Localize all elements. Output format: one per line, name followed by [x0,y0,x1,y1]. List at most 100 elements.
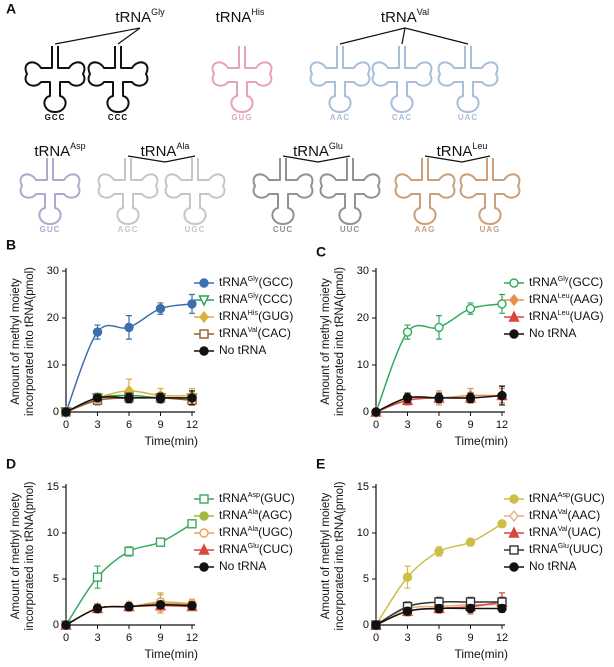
data-point [61,620,71,630]
legend-marker [199,310,209,324]
bracket-line [164,155,196,163]
legend-label: tRNALeu(UAG) [529,308,604,323]
y-tick-label: 0 [53,619,59,631]
panel-label: D [6,456,16,472]
bracket-line [339,27,406,45]
x-tick-label: 9 [157,419,163,431]
label-suffix: (UUC) [569,542,603,556]
y-tick-label: 20 [47,312,59,324]
data-point [434,322,444,333]
legend-marker [199,329,209,339]
legend-label: tRNALeu(AAG) [529,291,603,306]
label-name: tRNA [115,9,151,26]
x-tick-label: 0 [373,419,379,431]
x-tick-label: 3 [404,632,410,644]
data-point [124,393,134,403]
label-suffix: (GUG) [258,309,293,323]
legend-label: No tRNA [529,559,576,573]
anticodon: UUC [340,225,360,234]
label-name: tRNA [529,525,558,539]
y-tick-label: 0 [363,406,369,418]
legend-label: tRNAVal(UAC) [529,524,601,539]
legend-marker [199,494,209,504]
legend-label: tRNAGlu(UUC) [529,541,603,556]
x-tick-label: 0 [373,632,379,644]
legend-label: tRNAVal(CAC) [219,325,291,340]
trna-structure [97,157,159,225]
x-tick-label: 12 [186,419,198,431]
y-axis-label: Amount of methyl moiety [320,492,332,619]
legend-marker [509,545,519,555]
trna-structure [211,45,273,113]
label-name: tRNA [219,508,248,522]
label-name: tRNA [219,542,248,556]
anticodon: GCC [45,113,66,122]
legend-marker [199,346,209,356]
anticodon: AAG [415,225,436,234]
x-tick-label: 9 [467,419,473,431]
label-name: tRNA [216,9,252,26]
trna-structure [87,45,149,113]
panel-label: A [6,1,16,17]
y-tick-label: 0 [363,619,369,631]
data-point [92,572,103,582]
x-tick-label: 12 [496,632,508,644]
legend-label: tRNAAsp(GUC) [529,490,605,505]
trna-title: tRNAGlu [293,141,343,160]
x-tick-label: 12 [186,632,198,644]
x-tick-label: 9 [467,632,473,644]
legend-marker [199,562,209,572]
y-tick-label: 10 [357,359,369,371]
x-tick-label: 0 [63,419,69,431]
y-tick-label: 15 [47,481,59,493]
label-superscript: His [251,7,264,17]
y-tick-label: 10 [357,527,369,539]
label-name: tRNA [529,275,558,289]
legend-label: tRNAGly(GCC) [529,274,603,289]
data-point [124,322,134,333]
anticodon: CUC [273,225,293,234]
data-point [155,537,166,547]
label-name: tRNA [529,542,558,556]
trna-structure [459,157,521,225]
label-suffix: (CCC) [258,292,292,306]
legend-label: tRNAAsp(GUC) [219,490,295,505]
label-suffix: (CAC) [258,326,291,340]
bracket-line [461,155,491,163]
label-name: tRNA [141,143,177,160]
legend-marker [199,511,209,521]
legend-label: tRNAGlu(CUC) [219,541,293,556]
y-tick-label: 20 [357,312,369,324]
label-suffix: (GCC) [568,275,603,289]
trna-structure [252,157,314,225]
data-point [434,603,444,614]
legend-marker [199,278,209,288]
data-point [434,393,444,403]
trna-title: tRNAVal [381,7,429,26]
label-name: tRNA [219,491,248,505]
trna-structure [19,157,81,225]
label-name: tRNA [381,9,417,26]
label-superscript: Val [417,7,429,17]
x-tick-label: 6 [126,632,132,644]
label-superscript: Ala [248,524,258,533]
label-superscript: Gly [248,274,259,283]
x-tick-label: 0 [63,632,69,644]
y-axis-label: Amount of methyl moiety [10,278,22,405]
label-name: tRNA [529,292,558,306]
label-name: tRNA [219,275,248,289]
label-name: tRNA [219,326,248,340]
data-point [497,603,507,614]
y-axis-label: incorporated into tRNA(pmol) [334,267,346,416]
legend-label: tRNAGly(GCC) [219,274,293,289]
label-suffix: (GCC) [258,275,293,289]
trna-title: tRNALeu [437,141,488,160]
data-point [402,327,413,337]
anticodon: GUG [231,113,252,122]
label-superscript: Val [558,524,568,533]
data-point [155,393,166,403]
legend-label: tRNAAla(UGC) [219,524,293,539]
label-name: No tRNA [219,559,266,573]
data-point [92,327,103,337]
